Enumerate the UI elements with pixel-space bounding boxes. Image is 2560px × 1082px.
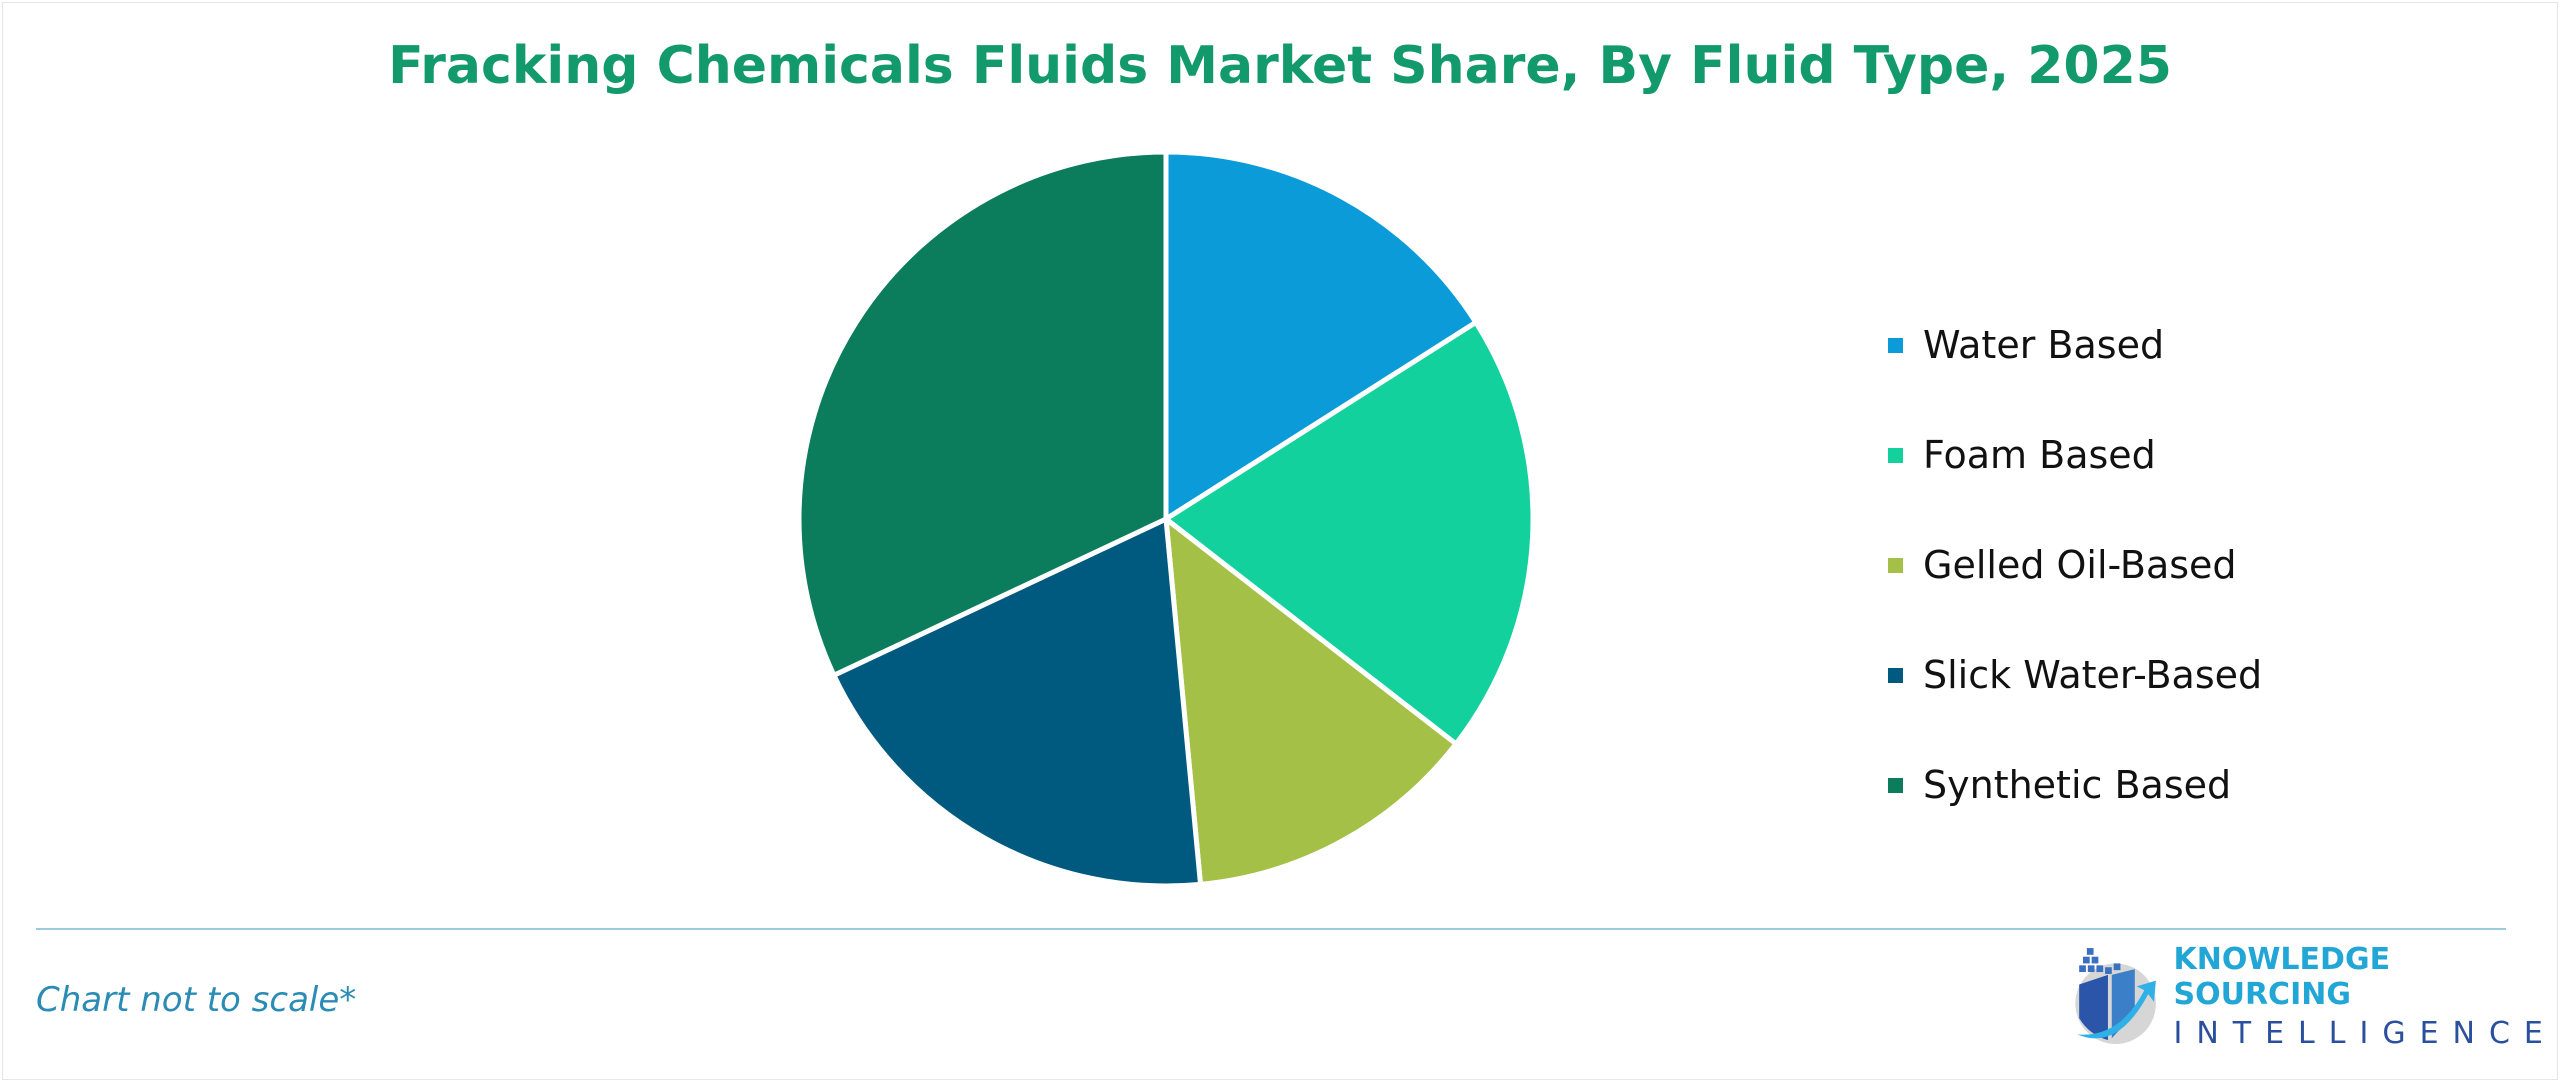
legend-item: Gelled Oil-Based: [1888, 510, 2262, 620]
divider: [36, 928, 2506, 930]
pie-slice-synthetic-based: [796, 149, 1169, 679]
legend-label: Water Based: [1923, 323, 2165, 367]
legend-item: Foam Based: [1888, 400, 2262, 510]
legend-swatch: [1888, 447, 1903, 463]
legend-swatch: [1888, 557, 1903, 573]
legend-label: Foam Based: [1923, 433, 2156, 477]
legend-label: Synthetic Based: [1923, 763, 2232, 807]
pie-slice-water-based: [1163, 149, 1480, 524]
logo-text-line2: INTELLIGENCE: [2173, 1016, 2557, 1051]
scale-note: Chart not to scale*: [36, 980, 357, 1020]
company-logo: KNOWLEDGE SOURCING INTELLIGENCE: [2060, 942, 2560, 1051]
legend: Water Based Foam Based Gelled Oil-Based Sli…: [1888, 290, 2262, 840]
legend-swatch: [1888, 667, 1903, 683]
legend-item: Slick Water-Based: [1888, 620, 2262, 730]
chart-title: Fracking Chemicals Fluids Market Share, …: [388, 36, 2172, 96]
pie-slice-gelled-oil-based: [1162, 513, 1460, 888]
pie-slice-foam-based: [1161, 318, 1536, 748]
legend-item: Synthetic Based: [1888, 730, 2262, 840]
legend-item: Water Based: [1888, 290, 2262, 400]
logo-icon: [2075, 948, 2156, 1044]
logo-text-line1: KNOWLEDGE SOURCING: [2173, 942, 2391, 1012]
legend-swatch: [1888, 777, 1903, 793]
legend-swatch: [1888, 337, 1903, 353]
legend-label: Gelled Oil-Based: [1923, 543, 2237, 587]
legend-label: Slick Water-Based: [1923, 653, 2263, 697]
pie-slice-slick-water-based: [830, 515, 1204, 889]
